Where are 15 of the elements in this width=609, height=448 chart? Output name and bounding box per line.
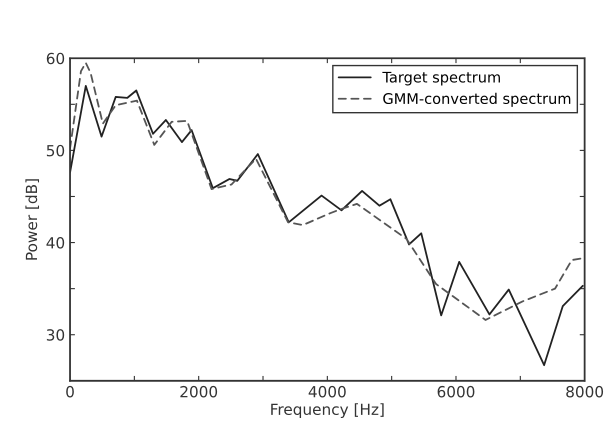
x-tick-label: 2000	[180, 386, 218, 398]
x-tick-label: 0	[66, 386, 74, 398]
x-tick-label: 8000	[566, 386, 604, 398]
y-tick-label: 60	[46, 52, 64, 64]
y-axis-title: Power [dB]	[25, 179, 40, 260]
x-tick-label: 6000	[438, 386, 474, 398]
y-tick-label: 30	[46, 329, 64, 341]
legend-label: GMM-converted spectrum	[383, 92, 570, 107]
legend-label: Target spectrum	[382, 72, 500, 86]
y-tick-label: 50	[46, 144, 64, 156]
line-series	[70, 84, 584, 366]
x-axis-title: Frequency [Hz]	[271, 403, 384, 418]
line-series	[70, 62, 584, 321]
x-tick-label: 4000	[308, 386, 346, 398]
y-tick-label: 40	[46, 237, 64, 249]
